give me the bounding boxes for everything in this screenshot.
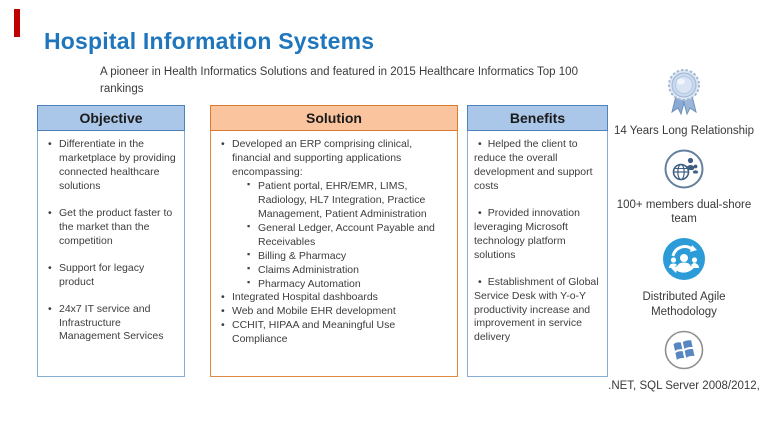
- bullet-item: • Helped the client to reduce the overall…: [474, 138, 602, 194]
- sidebar-item-label: Distributed Agile Methodology: [642, 291, 726, 318]
- bullet-text: Integrated Hospital dashboards: [232, 291, 378, 304]
- objective-panel: Objective • Differentiate in the marketpla…: [37, 105, 185, 377]
- benefits-header: Benefits: [467, 105, 608, 131]
- sidebar-item-label: 100+ members dual-shore team: [616, 198, 752, 226]
- sub-bullet-marker: ▪: [247, 276, 251, 287]
- bullet-item: • Establishment of Global Service Desk wi…: [474, 276, 602, 346]
- bullet-text: Get the product faster to the market tha…: [59, 206, 173, 247]
- red-accent-bar: [14, 9, 20, 37]
- benefits-panel: Benefits • Helped the client to reduce the…: [467, 105, 608, 377]
- sub-bullet-marker: ▪: [247, 178, 251, 189]
- bullet-text: Developed an ERP comprising clinical, fi…: [232, 138, 413, 178]
- sidebar-item: 100+ members dual-shore team: [608, 148, 760, 227]
- bullet-marker: •: [478, 138, 482, 150]
- sidebar-item: Distributed Agile Methodology: [608, 236, 760, 319]
- windows-logo-icon: [663, 329, 705, 376]
- bullet-marker: •: [221, 291, 225, 304]
- sub-bullet-text: Claims Administration: [258, 263, 359, 276]
- bullet-text: 24x7 IT service and Infrastructure Manag…: [59, 302, 164, 343]
- bullet-item: • Support for legacy product: [44, 262, 179, 290]
- sidebar-item-label: 14 Years Long Relationship: [613, 125, 755, 137]
- bullet-text: Helped the client to reduce the overall …: [474, 138, 593, 192]
- bullet-item: • CCHIT, HIPAA and Meaningful Use Complia…: [217, 319, 452, 347]
- bullet-text: Differentiate in the marketplace by prov…: [59, 138, 176, 192]
- award-ribbon-icon: [661, 68, 707, 121]
- bullet-item: • Web and Mobile EHR development: [217, 305, 452, 319]
- bullet-item: • Get the product faster to the market th…: [44, 207, 179, 249]
- slide-title: Hospital Information Systems: [44, 28, 375, 54]
- solution-panel: Solution • Developed an ERP comprising cli…: [210, 105, 458, 377]
- sub-bullet-item: ▪ Billing & Pharmacy: [217, 248, 452, 264]
- bullet-marker: •: [48, 302, 52, 315]
- sub-bullet-item: ▪ General Ledger, Account Payable and Rec…: [217, 220, 452, 250]
- sub-bullet-text: Billing & Pharmacy: [258, 249, 347, 262]
- solution-header: Solution: [210, 105, 458, 131]
- sub-bullet-text: Pharmacy Automation: [258, 277, 361, 290]
- bullet-marker: •: [221, 305, 225, 318]
- sub-bullet-marker: ▪: [247, 262, 251, 273]
- bullet-marker: •: [48, 138, 52, 150]
- solution-body: • Developed an ERP comprising clinical, f…: [210, 131, 458, 377]
- bullet-item: • 24x7 IT service and Infrastructure Mana…: [44, 303, 179, 345]
- sidebar-item-label: .NET, SQL Server 2008/2012,: [608, 379, 760, 392]
- bullet-text: Support for legacy product: [59, 261, 145, 288]
- sub-bullet-text: Patient portal, EHR/EMR, LIMS, Radiology…: [258, 179, 427, 220]
- objective-header: Objective: [37, 105, 185, 131]
- sub-bullet-item: ▪ Pharmacy Automation: [217, 276, 452, 292]
- bullet-item: • Differentiate in the marketplace by pro…: [44, 138, 179, 194]
- sub-bullet-item: ▪ Patient portal, EHR/EMR, LIMS, Radiolog…: [217, 178, 452, 222]
- sidebar-item: .NET, SQL Server 2008/2012,: [608, 329, 760, 394]
- bullet-marker: •: [478, 275, 482, 288]
- bullet-text: Web and Mobile EHR development: [232, 305, 396, 318]
- bullet-marker: •: [221, 138, 225, 150]
- bullet-marker: •: [478, 206, 482, 219]
- sidebar-item: 14 Years Long Relationship: [614, 68, 754, 139]
- bullet-text: Establishment of Global Service Desk wit…: [474, 275, 599, 344]
- bullet-marker: •: [48, 206, 52, 219]
- bullet-item: • Developed an ERP comprising clinical, f…: [217, 138, 452, 180]
- benefits-body: • Helped the client to reduce the overall…: [467, 131, 608, 377]
- sub-bullet-text: General Ledger, Account Payable and Rece…: [258, 221, 435, 248]
- bullet-text: CCHIT, HIPAA and Meaningful Use Complian…: [232, 319, 396, 346]
- bullet-item: • Provided innovation leveraging Microsof…: [474, 207, 602, 263]
- bullet-item: • Integrated Hospital dashboards: [217, 291, 452, 305]
- bullet-marker: •: [221, 319, 225, 332]
- bullet-marker: •: [48, 261, 52, 274]
- bullet-text: Provided innovation leveraging Microsoft…: [474, 206, 580, 261]
- sub-bullet-marker: ▪: [247, 220, 251, 231]
- sub-bullet-item: ▪ Claims Administration: [217, 262, 452, 278]
- objective-body: • Differentiate in the marketplace by pro…: [37, 131, 185, 377]
- slide-subtitle: A pioneer in Health Informatics Solution…: [100, 66, 578, 95]
- agile-cycle-icon: [661, 236, 707, 287]
- sidebar: 14 Years Long Relationship 100+ members …: [608, 68, 760, 393]
- sub-bullet-marker: ▪: [247, 248, 251, 259]
- globe-team-icon: [663, 148, 705, 195]
